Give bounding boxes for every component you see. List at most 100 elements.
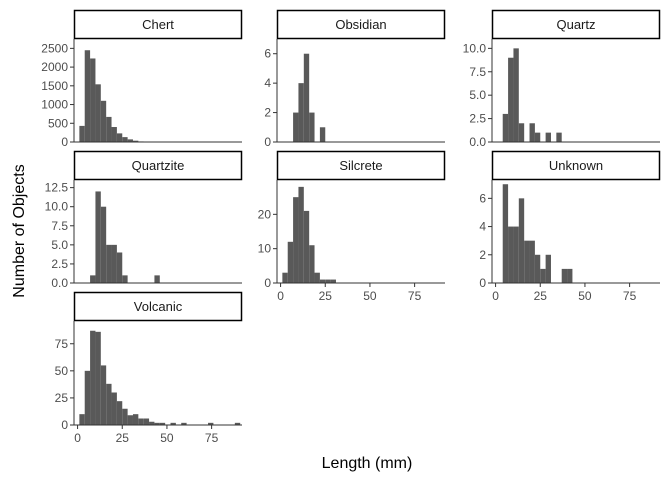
panel-obsidian: Obsidian 0 2 4 6	[264, 9, 446, 149]
bar-unknown-9	[545, 254, 551, 283]
bar-quartzite-5	[106, 244, 112, 283]
bar-silcrete-9	[330, 279, 336, 283]
bar-quartz-9	[545, 132, 551, 142]
x-tick-label-silcrete-0: 0	[277, 289, 284, 303]
panel-volcanic: Volcanic 0 25 50 75 0 25 50 75	[55, 291, 243, 445]
strip-obsidian	[276, 9, 446, 40]
bar-quartzite-4	[100, 206, 107, 283]
strip-silcrete	[276, 150, 446, 181]
bar-unknown-2	[508, 226, 514, 283]
panel-silcrete: Silcrete 0 10 20 0 25 50 75	[258, 150, 446, 303]
y-tick-label-chert-2: 1000	[41, 98, 68, 112]
y-tick-label-chert-0: 0	[61, 135, 68, 149]
strip-unknown	[491, 150, 661, 181]
strip-quartz	[491, 9, 661, 40]
bar-volcanic-8	[122, 408, 128, 425]
bar-silcrete-0	[282, 272, 288, 283]
strip-volcanic	[73, 291, 243, 322]
bar-volcanic-6	[111, 392, 117, 425]
y-tick-label-quartzite-5: 12.5	[45, 181, 69, 195]
bar-quartzite-8	[122, 275, 128, 283]
bar-unknown-5	[524, 240, 530, 283]
x-tick-label-unknown-3: 75	[623, 289, 637, 303]
y-tick-label-quartz-4: 10.0	[463, 41, 487, 55]
y-tick-label-obsidian-2: 4	[264, 76, 271, 90]
bar-obsidian-7	[319, 127, 326, 142]
bar-volcanic-19	[181, 422, 187, 425]
bar-volcanic-11	[138, 418, 144, 425]
bar-volcanic-14	[154, 422, 160, 425]
bar-unknown-1	[502, 184, 509, 283]
y-tick-label-quartz-0: 0.0	[469, 135, 486, 149]
bar-unknown-8	[540, 268, 546, 283]
bar-quartzite-2	[90, 275, 96, 283]
bar-volcanic-24	[208, 422, 214, 425]
bar-volcanic-7	[116, 401, 123, 425]
y-tick-label-silcrete-0: 0	[264, 276, 271, 290]
bar-chert-4	[100, 100, 107, 142]
bar-silcrete-4	[303, 210, 310, 283]
bar-chert-7	[116, 133, 123, 142]
bar-volcanic-0	[79, 414, 85, 425]
panel-chert: Chert 0 500 1000 1500 2000 2500	[41, 9, 243, 149]
bar-quartz-3	[513, 48, 519, 143]
bar-quartzite-7	[116, 252, 123, 283]
bar-silcrete-6	[314, 272, 320, 283]
y-tick-label-unknown-3: 6	[479, 191, 486, 205]
y-tick-label-unknown-1: 2	[479, 248, 486, 262]
y-tick-label-chert-5: 2500	[41, 41, 68, 55]
bar-silcrete-2	[293, 197, 299, 283]
panel-quartzite: Quartzite 0.0 2.5 5.0 7.5 10.0 12.5	[45, 150, 243, 290]
bar-silcrete-5	[309, 245, 315, 283]
y-tick-label-obsidian-0: 0	[264, 135, 271, 149]
strip-chert	[73, 9, 243, 40]
y-tick-label-quartzite-1: 2.5	[51, 257, 68, 271]
bar-volcanic-17	[170, 422, 176, 425]
bar-chert-10	[132, 140, 139, 142]
x-tick-label-volcanic-3: 75	[205, 431, 219, 445]
strip-label-quartzite: Quartzite	[132, 158, 185, 173]
bar-quartz-7	[534, 132, 541, 142]
strip-label-chert: Chert	[142, 17, 174, 32]
y-tick-label-quartzite-3: 7.5	[51, 219, 68, 233]
x-tick-label-silcrete-2: 50	[363, 289, 377, 303]
bar-quartzite-14	[154, 275, 160, 283]
bar-obsidian-2	[293, 112, 299, 142]
bar-volcanic-15	[159, 422, 166, 425]
bar-volcanic-9	[127, 415, 133, 425]
x-tick-label-volcanic-1: 25	[116, 431, 130, 445]
bar-chert-9	[127, 139, 133, 142]
strip-label-silcrete: Silcrete	[339, 158, 382, 173]
x-tick-label-silcrete-3: 75	[408, 289, 422, 303]
y-tick-label-obsidian-1: 2	[264, 106, 271, 120]
y-axis-title: Number of Objects	[11, 164, 28, 297]
bar-quartz-2	[508, 57, 514, 142]
bar-chert-8	[122, 137, 128, 142]
y-tick-label-volcanic-2: 50	[55, 364, 69, 378]
y-tick-label-volcanic-1: 25	[55, 391, 69, 405]
bar-obsidian-3	[298, 83, 304, 142]
bar-obsidian-5	[309, 112, 315, 142]
bar-silcrete-1	[287, 241, 294, 283]
bar-volcanic-1	[84, 370, 91, 425]
bar-unknown-4	[518, 198, 525, 283]
y-tick-label-silcrete-1: 10	[258, 242, 272, 256]
bar-volcanic-10	[132, 414, 139, 425]
bar-silcrete-3	[298, 186, 304, 283]
bar-quartz-6	[529, 123, 535, 142]
bar-silcrete-8	[325, 279, 331, 283]
strip-label-quartz: Quartz	[556, 17, 595, 32]
y-tick-label-quartz-2: 5.0	[469, 88, 486, 102]
y-tick-label-chert-4: 2000	[41, 60, 68, 74]
x-tick-label-unknown-1: 25	[534, 289, 548, 303]
bar-unknown-3	[513, 226, 519, 283]
bar-unknown-13	[567, 268, 573, 283]
y-tick-label-quartz-1: 2.5	[469, 112, 486, 126]
bar-silcrete-7	[319, 279, 326, 283]
y-tick-label-silcrete-2: 20	[258, 207, 272, 221]
y-tick-label-obsidian-3: 6	[264, 47, 271, 61]
bar-volcanic-12	[143, 418, 150, 425]
bar-quartz-4	[518, 123, 525, 142]
y-tick-label-quartzite-2: 5.0	[51, 238, 68, 252]
